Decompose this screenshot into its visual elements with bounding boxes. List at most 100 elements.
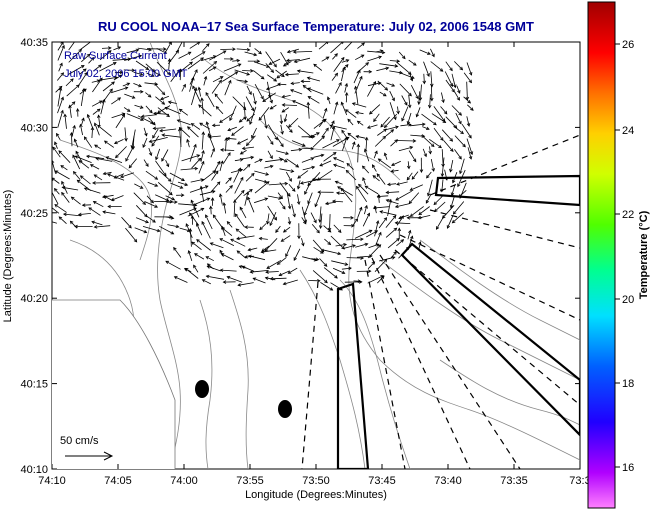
current-vector [123,69,135,71]
current-vector [243,102,246,120]
current-vector [233,190,245,202]
current-vector [68,42,75,51]
current-vector [94,122,100,136]
current-vector-head [214,93,219,97]
current-vector [286,192,291,209]
current-vector [344,42,353,51]
current-vector [427,179,433,196]
current-vector-head [269,276,274,281]
current-vector [104,140,115,148]
current-vector [447,215,454,229]
current-vector-head [152,219,156,223]
current-vector [384,152,388,160]
current-vector [115,114,125,129]
current-vector-head [73,138,78,143]
current-vector [253,277,266,284]
current-vector-head [341,270,346,274]
current-vector [192,85,201,103]
current-vector [179,207,197,216]
current-vector [310,212,317,223]
current-vector-head [404,102,408,106]
current-vector [410,184,423,191]
current-vector-head [385,199,390,203]
current-vector [245,96,255,111]
current-vector-head [157,72,161,76]
current-vector [84,136,93,148]
current-vector-head [452,179,456,184]
current-vector-head [93,225,98,229]
current-vector-head [228,79,232,84]
current-vector [193,264,199,273]
current-vector [236,79,248,83]
current-vector [145,92,152,98]
current-vector [72,155,81,170]
current-vector [283,226,291,233]
current-vector [297,125,313,139]
current-vector-head [142,201,147,205]
current-vector-head [337,251,342,256]
current-vector-head [61,185,66,190]
current-vector [179,108,189,116]
current-vector [385,129,394,137]
current-vector [419,84,422,101]
current-vector [391,160,401,166]
current-vector [54,141,58,149]
current-vector-head [291,100,296,104]
current-vector-head [212,66,217,70]
current-vector [68,49,82,63]
current-vector-head [396,110,400,115]
current-vector [407,230,411,240]
current-vector-head [182,83,186,88]
current-vector [210,206,212,215]
current-vector [266,84,281,90]
current-vector [436,215,445,230]
current-vector-head [236,250,241,254]
current-vector [133,192,146,205]
current-vector-head [277,82,281,87]
current-vector [304,202,310,216]
current-vector [79,88,87,95]
current-vector-head [449,83,454,87]
current-vector-head [307,200,311,205]
current-vector [155,96,165,105]
current-vector [262,92,277,102]
current-vector-head [380,275,385,279]
current-vector-head [109,88,113,93]
current-vector-head [250,172,255,177]
current-vector-head [310,146,315,151]
current-vector [220,269,237,272]
current-vector-head [381,50,386,55]
current-vector-head [70,196,75,201]
current-vector [179,128,182,148]
current-vector-head [336,139,340,143]
current-vector-head [291,188,296,192]
current-vector-head [81,87,86,92]
current-vector-head [185,223,189,227]
current-vector-head [282,63,287,67]
current-vector-head [54,204,58,208]
current-vector-head [251,134,255,139]
current-vector [267,213,270,224]
current-vector [220,149,235,151]
current-vector [124,93,135,99]
current-vector [221,227,233,237]
current-vector [451,105,462,116]
current-vector-head [259,226,263,231]
current-vector [96,158,113,162]
current-vector-head [264,197,269,201]
current-vector [441,157,445,177]
current-vector [426,171,432,179]
current-vector-head [344,262,349,266]
current-vector-head [260,250,265,254]
y-axis-ticks: 40:35 40:30 40:25 40:20 40:15 40:10 [20,37,580,476]
current-vector-head [222,280,227,284]
current-vector [367,275,384,284]
current-vector-head [354,218,359,222]
current-vector-head [345,59,350,63]
current-vector-head [52,159,55,163]
current-vector-head [219,249,223,254]
current-vector [134,104,144,109]
current-vector [212,214,223,229]
current-vector [177,181,188,186]
